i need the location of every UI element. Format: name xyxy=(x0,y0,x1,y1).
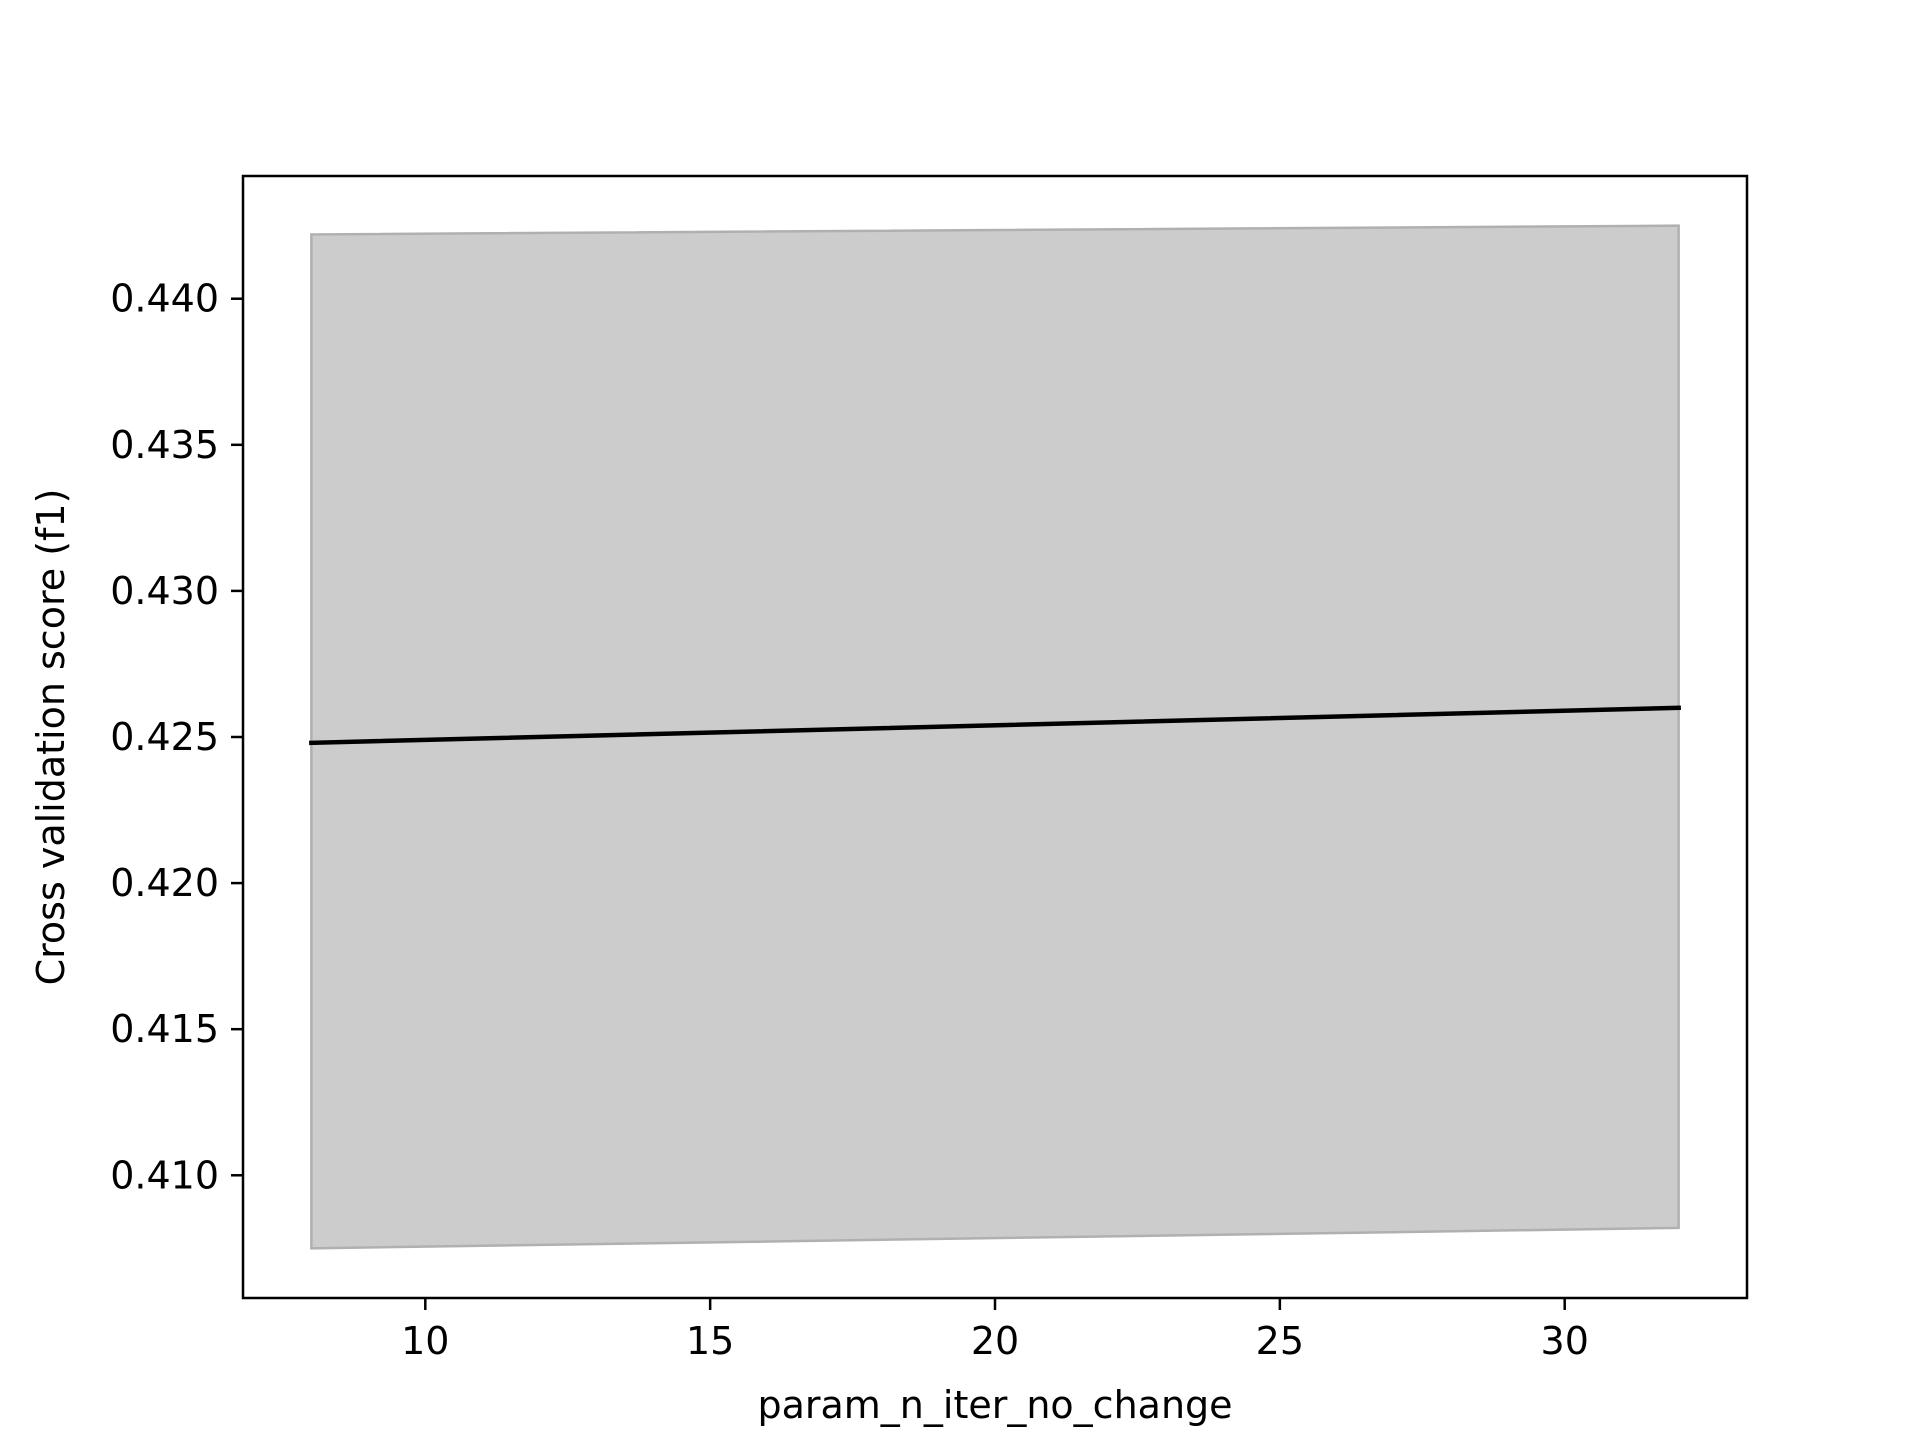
y-axis-label: Cross validation score (f1) xyxy=(29,489,73,986)
y-tick-label: 0.430 xyxy=(110,569,219,613)
y-tick-label: 0.425 xyxy=(110,715,219,759)
x-tick-label: 30 xyxy=(1541,1319,1589,1363)
x-tick-label: 15 xyxy=(686,1319,734,1363)
y-tick-label: 0.410 xyxy=(110,1153,219,1197)
y-tick-label: 0.420 xyxy=(110,861,219,905)
confidence-band xyxy=(310,224,1680,1250)
mean-score-line xyxy=(309,705,1681,746)
y-axis: 0.410 0.415 0.420 0.425 0.430 0.435 0.440 xyxy=(110,277,243,1197)
y-tick-label: 0.415 xyxy=(110,1007,219,1051)
x-tick-label: 20 xyxy=(971,1319,1019,1363)
x-tick-label: 10 xyxy=(401,1319,449,1363)
y-tick-label: 0.440 xyxy=(110,277,219,321)
plot-content xyxy=(309,224,1681,1250)
x-axis-label: param_n_iter_no_change xyxy=(757,1383,1232,1427)
y-tick-label: 0.435 xyxy=(110,423,219,467)
x-tick-label: 25 xyxy=(1256,1319,1304,1363)
x-axis: 10 15 20 25 30 xyxy=(401,1298,1589,1363)
